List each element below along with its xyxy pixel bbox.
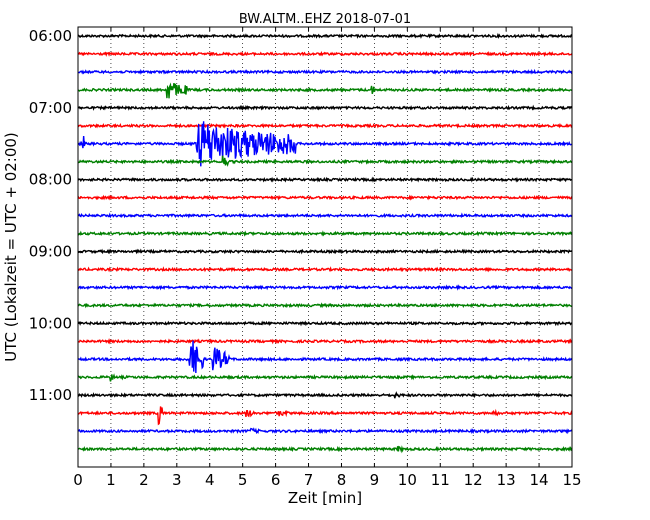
trace-0815 — [77, 194, 573, 201]
trace-1000 — [77, 320, 573, 327]
trace-1030 — [77, 340, 573, 374]
grid-lines — [78, 27, 572, 467]
y-axis: 06:00 07:00 08:00 09:00 10:00 11:00 — [29, 27, 572, 404]
x-tick-label: 11 — [431, 471, 450, 489]
y-tick-label: 07:00 — [29, 99, 72, 117]
trace-0715 — [77, 122, 573, 129]
trace-1130 — [77, 427, 573, 435]
x-tick-label: 13 — [497, 471, 516, 489]
x-tick-label: 12 — [464, 471, 483, 489]
x-tick-label: 5 — [238, 471, 248, 489]
x-tick-label: 4 — [205, 471, 215, 489]
trace-1045 — [77, 373, 573, 382]
x-tick-label: 8 — [337, 471, 347, 489]
trace-1115 — [77, 406, 573, 426]
x-tick-label: 3 — [172, 471, 182, 489]
y-axis-label: UTC (Lokalzeit = UTC + 02:00) — [2, 132, 20, 362]
x-tick-label: 2 — [139, 471, 149, 489]
y-tick-label: 10:00 — [29, 314, 72, 332]
x-tick-label: 15 — [562, 471, 581, 489]
trace-0930 — [77, 284, 573, 291]
seismic-traces — [77, 32, 573, 454]
y-tick-label: 08:00 — [29, 171, 72, 189]
trace-0845 — [77, 230, 573, 237]
x-tick-label: 14 — [530, 471, 549, 489]
trace-0900 — [77, 248, 573, 255]
trace-0915 — [77, 266, 573, 273]
x-tick-label: 10 — [398, 471, 417, 489]
trace-0630 — [77, 68, 573, 75]
trace-0800 — [77, 176, 573, 183]
plot-frame — [77, 26, 573, 468]
chart-title: BW.ALTM..EHZ 2018-07-01 — [239, 12, 411, 27]
x-tick-label: 0 — [73, 471, 83, 489]
x-axis: 0 1 2 3 4 5 6 7 8 9 10 11 12 13 14 15 — [73, 27, 582, 489]
x-tick-label: 1 — [106, 471, 116, 489]
trace-0730 — [77, 121, 573, 167]
trace-0700 — [77, 104, 573, 111]
x-tick-label: 9 — [370, 471, 380, 489]
x-tick-label: 7 — [304, 471, 314, 489]
trace-1100 — [77, 391, 573, 399]
x-tick-label: 6 — [271, 471, 281, 489]
trace-0945 — [78, 302, 573, 309]
trace-0745 — [77, 155, 573, 167]
trace-0830 — [77, 212, 573, 219]
y-tick-label: 09:00 — [29, 242, 72, 260]
trace-0600 — [77, 32, 573, 40]
y-tick-label: 06:00 — [29, 27, 72, 45]
x-axis-label: Zeit [min] — [288, 489, 362, 507]
y-tick-label: 11:00 — [29, 386, 72, 404]
trace-0645 — [77, 82, 573, 99]
trace-1145 — [77, 445, 573, 454]
trace-1015 — [77, 338, 573, 345]
trace-0615 — [77, 50, 573, 58]
